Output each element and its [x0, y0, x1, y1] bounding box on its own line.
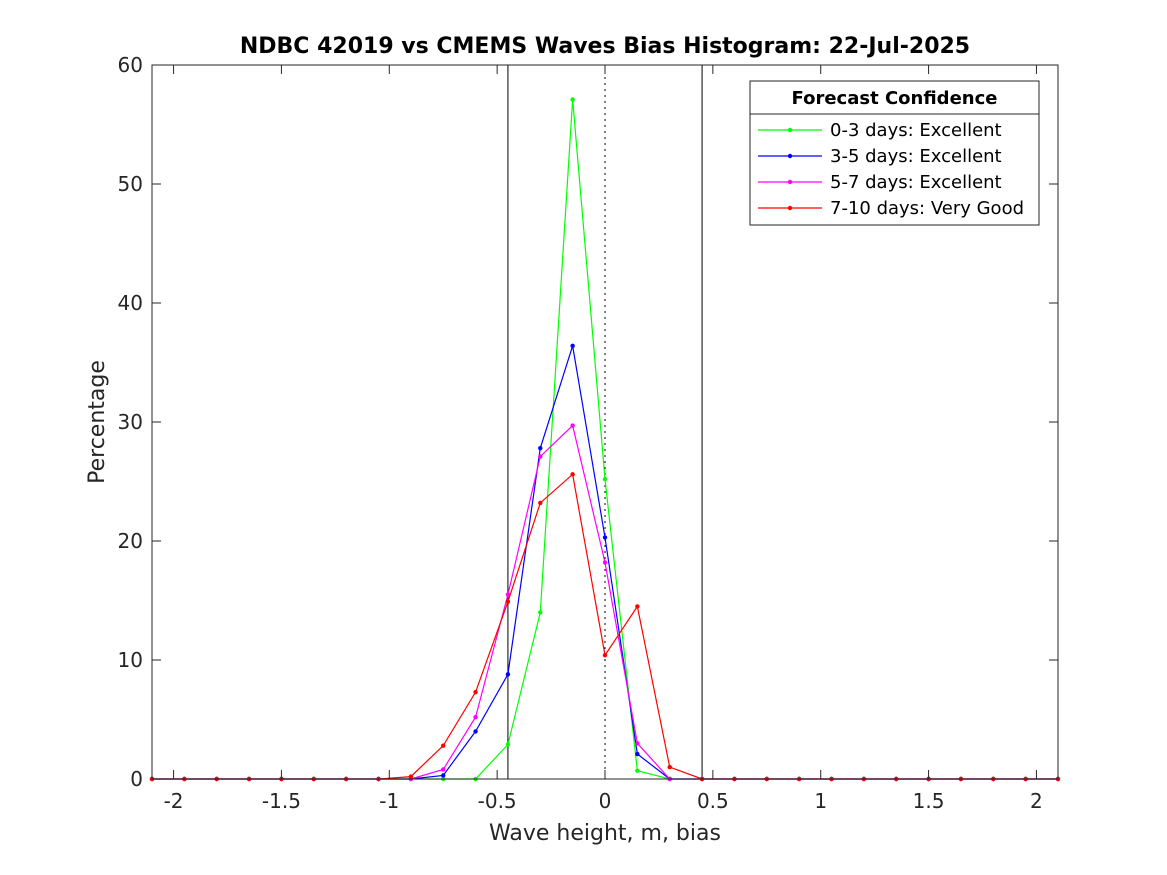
- data-point: [602, 560, 608, 565]
- legend-label: 3-5 days: Excellent: [830, 146, 1002, 167]
- data-point: [570, 423, 575, 428]
- data-point: [570, 472, 575, 477]
- axis-ticks: [152, 64, 1058, 780]
- legend-box: [749, 80, 1040, 226]
- y-tick-label: 50: [118, 172, 143, 196]
- chart-title: NDBC 42019 vs CMEMS Waves Bias Histogram…: [240, 34, 970, 59]
- x-tick-label: -1.5: [262, 789, 301, 813]
- y-tick-label: 30: [118, 410, 143, 434]
- data-point: [538, 610, 543, 615]
- x-tick-label: -2: [164, 789, 184, 813]
- y-tick-label: 40: [118, 291, 143, 315]
- x-tick-label: 0: [599, 789, 612, 813]
- legend-entry: 7-10 days: Very Good: [758, 198, 1024, 219]
- legend-entry: 5-7 days: Excellent: [758, 172, 1002, 193]
- x-tick-label: -1: [379, 789, 399, 813]
- data-point: [570, 343, 575, 349]
- data-point: [408, 774, 414, 779]
- data-point: [538, 500, 543, 506]
- data-point: [635, 751, 640, 757]
- data-point: [441, 743, 446, 748]
- data-point: [602, 476, 608, 482]
- legend-swatch-marker: [787, 179, 793, 185]
- data-point: [473, 714, 478, 720]
- x-tick-label: -0.5: [478, 789, 517, 813]
- data-point: [602, 535, 608, 540]
- data-point: [538, 445, 543, 451]
- legend: Forecast Confidence 0-3 days: Excellent 3…: [749, 80, 1040, 226]
- data-point: [473, 689, 478, 695]
- data-point: [441, 773, 446, 778]
- legend-swatch-marker: [787, 127, 793, 133]
- x-tick-label: 1.5: [913, 789, 945, 813]
- data-point: [505, 592, 511, 597]
- data-point: [505, 599, 511, 604]
- y-tick-label: 0: [130, 767, 143, 791]
- data-point: [602, 653, 608, 658]
- legend-entries: 0-3 days: Excellent 3-5 days: Excellent 5-…: [758, 120, 1024, 219]
- legend-label: 5-7 days: Excellent: [830, 172, 1002, 193]
- legend-label: 0-3 days: Excellent: [830, 120, 1002, 141]
- y-tick-label: 10: [118, 648, 143, 672]
- data-point: [473, 729, 478, 734]
- x-tick-label: 0.5: [697, 789, 729, 813]
- data-point: [570, 97, 575, 102]
- y-axis-label: Percentage: [85, 360, 110, 484]
- reference-lines: [507, 65, 703, 779]
- x-tick-label: 1: [814, 789, 827, 813]
- legend-label: 7-10 days: Very Good: [830, 198, 1024, 219]
- legend-swatch-marker: [787, 153, 793, 159]
- y-tick-label: 20: [118, 529, 143, 553]
- y-tick-label: 60: [118, 53, 143, 77]
- legend-entry: 0-3 days: Excellent: [758, 120, 1002, 141]
- x-axis-label: Wave height, m, bias: [489, 821, 721, 846]
- data-point: [635, 741, 640, 746]
- data-point: [667, 764, 672, 770]
- data-point: [505, 672, 511, 677]
- data-point: [441, 767, 446, 772]
- legend-swatch-marker: [787, 205, 793, 211]
- data-point: [635, 604, 640, 609]
- data-point: [635, 768, 640, 773]
- x-tick-label: 2: [1030, 789, 1043, 813]
- legend-entry: 3-5 days: Excellent: [758, 146, 1002, 167]
- data-point: [505, 742, 511, 747]
- legend-title: Forecast Confidence: [792, 88, 998, 109]
- data-point: [538, 454, 543, 459]
